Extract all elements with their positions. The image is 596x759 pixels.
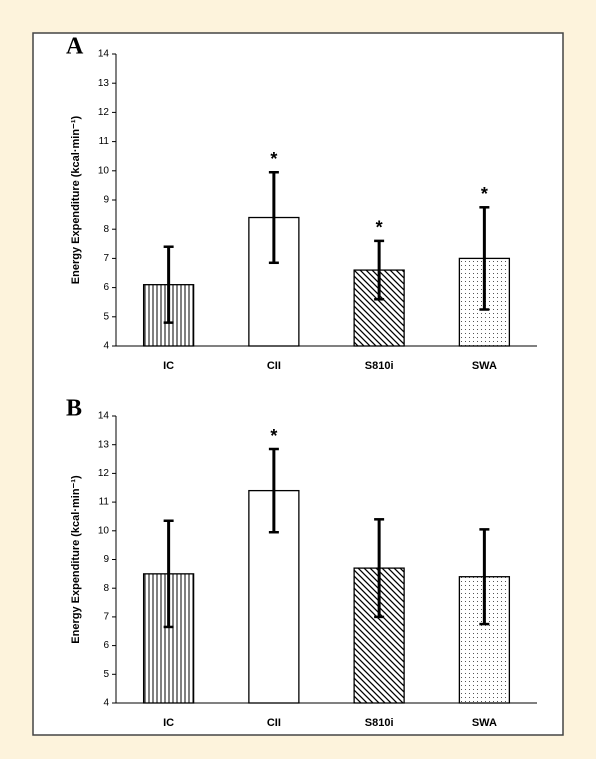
y-tick-label: 11 [99, 497, 110, 508]
y-tick-label: 6 [103, 282, 109, 293]
x-tick-label: S810i [365, 717, 394, 729]
significance-marker: * [481, 184, 488, 204]
y-tick-label: 8 [103, 224, 109, 235]
x-tick-label: CII [267, 360, 281, 372]
y-tick-label: 13 [98, 439, 110, 450]
y-tick-label: 7 [103, 253, 109, 264]
y-tick-label: 4 [103, 698, 109, 709]
y-tick-label: 13 [98, 78, 110, 89]
y-tick-label: 14 [98, 411, 110, 422]
y-tick-label: 9 [103, 554, 109, 565]
y-tick-label: 9 [103, 195, 109, 206]
y-tick-label: 7 [103, 612, 109, 623]
y-tick-label: 12 [98, 107, 110, 118]
y-tick-label: 6 [103, 640, 109, 651]
y-tick-label: 14 [98, 49, 110, 60]
x-tick-label: CII [267, 717, 281, 729]
x-tick-label: IC [163, 360, 174, 372]
x-tick-label: S810i [365, 360, 394, 372]
y-tick-label: 8 [103, 583, 109, 594]
y-tick-label: 4 [103, 341, 109, 352]
panel-label: B [66, 396, 82, 422]
x-tick-label: IC [163, 717, 174, 729]
y-tick-label: 12 [98, 468, 110, 479]
bar [248, 216, 300, 347]
y-axis-title: Energy Expenditure (kcal·min⁻¹) [70, 475, 82, 644]
y-tick-label: 5 [103, 311, 109, 322]
y-axis-title: Energy Expenditure (kcal·min⁻¹) [70, 115, 82, 284]
x-tick-label: SWA [472, 360, 497, 372]
significance-marker: * [270, 149, 277, 169]
y-tick-label: 11 [99, 136, 110, 147]
significance-marker: * [376, 218, 383, 238]
significance-marker: * [270, 426, 277, 446]
y-tick-label: 5 [103, 669, 109, 680]
x-tick-label: SWA [472, 717, 497, 729]
panel-label: A [66, 34, 84, 60]
y-tick-label: 10 [98, 165, 110, 176]
y-tick-label: 10 [98, 525, 110, 536]
